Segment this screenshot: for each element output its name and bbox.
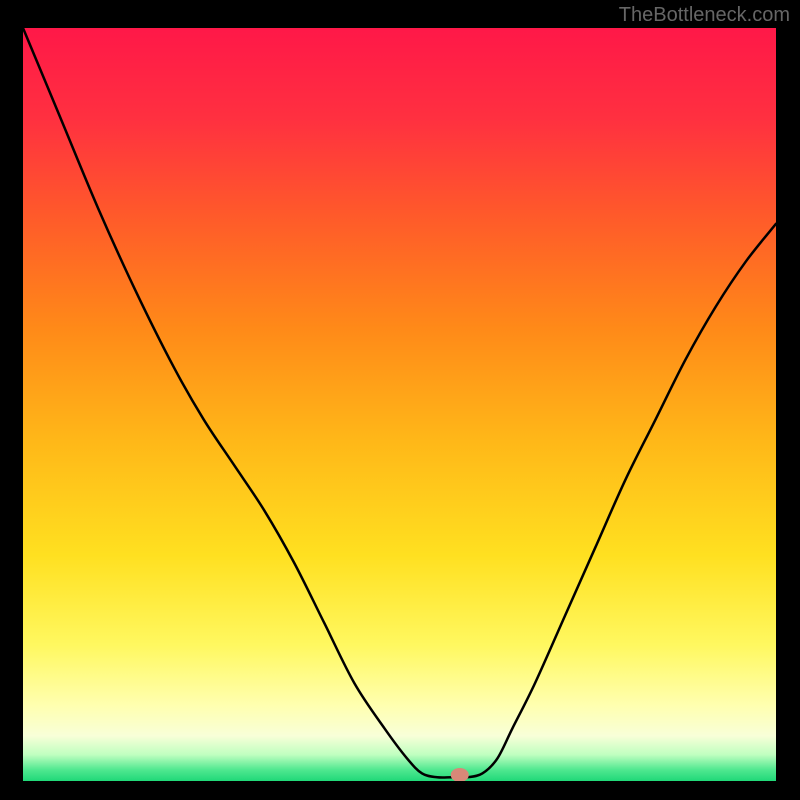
chart-container: TheBottleneck.com — [0, 0, 800, 800]
watermark-text: TheBottleneck.com — [619, 4, 790, 27]
plot-area — [23, 28, 776, 781]
plot-svg — [23, 28, 776, 781]
